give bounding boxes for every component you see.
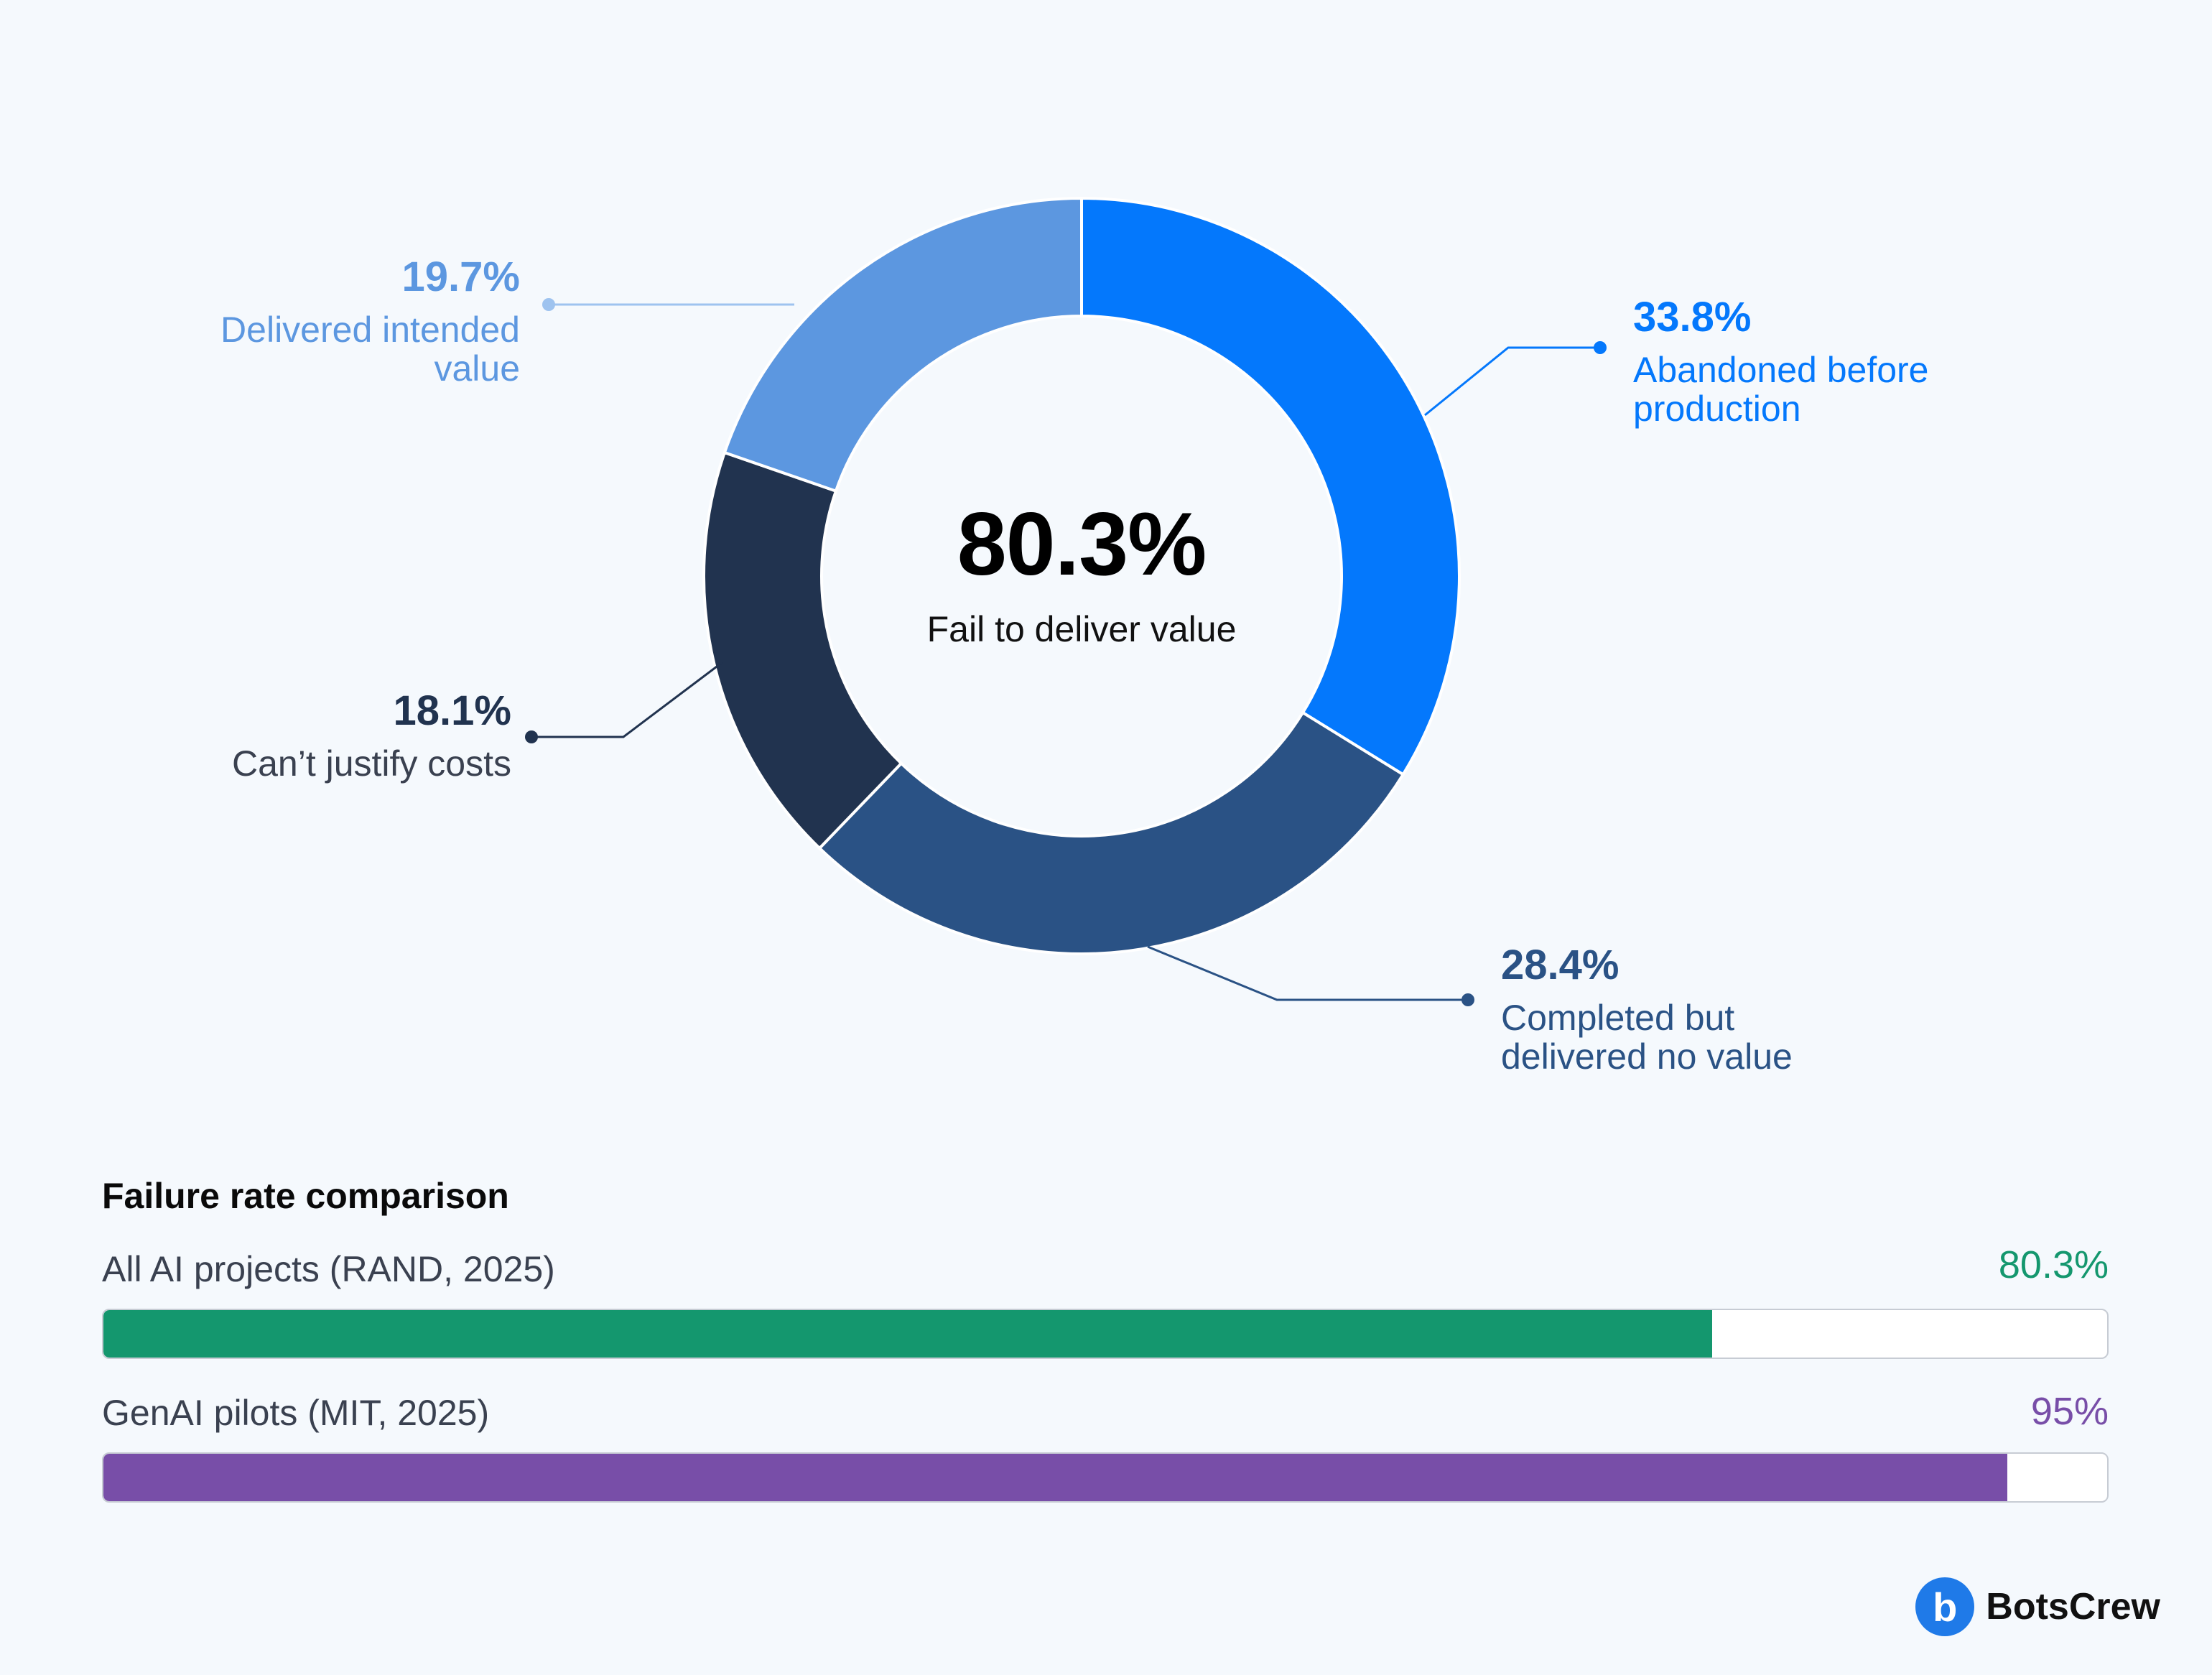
bar-fill-rand: [103, 1310, 1713, 1358]
center-label: Fail to deliver value: [926, 609, 1237, 649]
leader-lines: [525, 298, 1607, 1006]
bar-label-rand: All AI projects (RAND, 2025): [102, 1249, 555, 1289]
leader-delivered-dot: [542, 298, 555, 311]
label-delivered-line1: Delivered intended: [220, 309, 520, 350]
slice-delivered: [722, 196, 1083, 493]
label-cant-justify-pct: 18.1%: [393, 687, 511, 734]
botscrew-logo: b BotsCrew: [1915, 1577, 2160, 1636]
leader-completed-dot: [1462, 993, 1474, 1006]
label-completed-line2: delivered no value: [1501, 1036, 1793, 1077]
label-abandoned-line1: Abandoned before: [1633, 349, 1929, 390]
label-completed: 28.4% Completed but delivered no value: [1501, 942, 1793, 1076]
label-cant-justify: 18.1% Can’t justify costs: [232, 688, 511, 783]
botscrew-logo-text: BotsCrew: [1986, 1586, 2160, 1628]
label-completed-pct: 28.4%: [1501, 942, 1620, 988]
slice-completed: [817, 710, 1405, 955]
label-abandoned: 33.8% Abandoned before production: [1633, 294, 1928, 428]
label-cant-justify-line1: Can’t justify costs: [231, 743, 511, 784]
leader-abandoned-dot: [1594, 341, 1607, 354]
label-abandoned-line2: production: [1633, 388, 1801, 429]
bar-track-mit: [102, 1452, 2109, 1503]
botscrew-logo-icon: b: [1915, 1577, 1975, 1636]
bar-value-mit: 95%: [2030, 1390, 2109, 1433]
slice-abandoned: [1080, 196, 1461, 776]
leader-abandoned: [1424, 346, 1600, 417]
label-delivered: 19.7% Delivered intended value: [220, 254, 520, 388]
center-value: 80.3%: [957, 495, 1207, 594]
label-abandoned-pct: 33.8%: [1633, 294, 1752, 340]
bar-value-rand: 80.3%: [1998, 1243, 2109, 1286]
leader-cant-justify-dot: [525, 730, 538, 743]
bar-label-mit: GenAI pilots (MIT, 2025): [102, 1393, 490, 1433]
leader-completed: [1147, 945, 1468, 1001]
bar-track-rand: [102, 1309, 2109, 1359]
slice-cant-justify: [702, 450, 903, 850]
label-delivered-line2: value: [434, 348, 520, 389]
leader-cant-justify: [531, 661, 723, 738]
bar-fill-mit: [103, 1454, 2007, 1501]
bar-chart-title: Failure rate comparison: [102, 1176, 509, 1216]
label-completed-line1: Completed but: [1501, 997, 1735, 1038]
label-delivered-pct: 19.7%: [401, 254, 520, 300]
